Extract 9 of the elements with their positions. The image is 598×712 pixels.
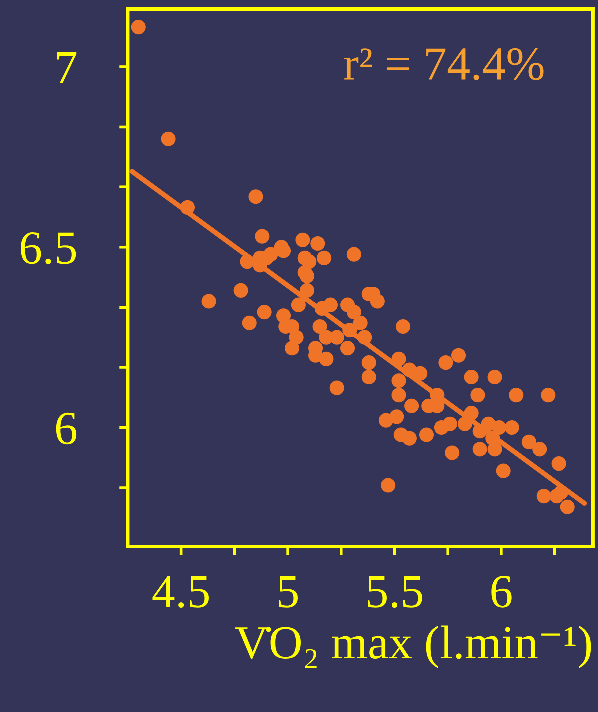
x-tick-label: 5 [278, 576, 298, 608]
y-tick-label: 6.5 [20, 232, 76, 264]
x-tick-label: 6 [492, 576, 512, 608]
y-tick-label: 7 [57, 52, 77, 84]
x-tick-label: 4.5 [152, 576, 209, 608]
x-axis-title: V̇O₂ max (l.min⁻¹) [235, 626, 592, 669]
annotation: r² = 74.4% [344, 48, 544, 80]
y-tick-label: 6 [56, 412, 77, 445]
x-tick-label: 5.5 [368, 576, 422, 608]
